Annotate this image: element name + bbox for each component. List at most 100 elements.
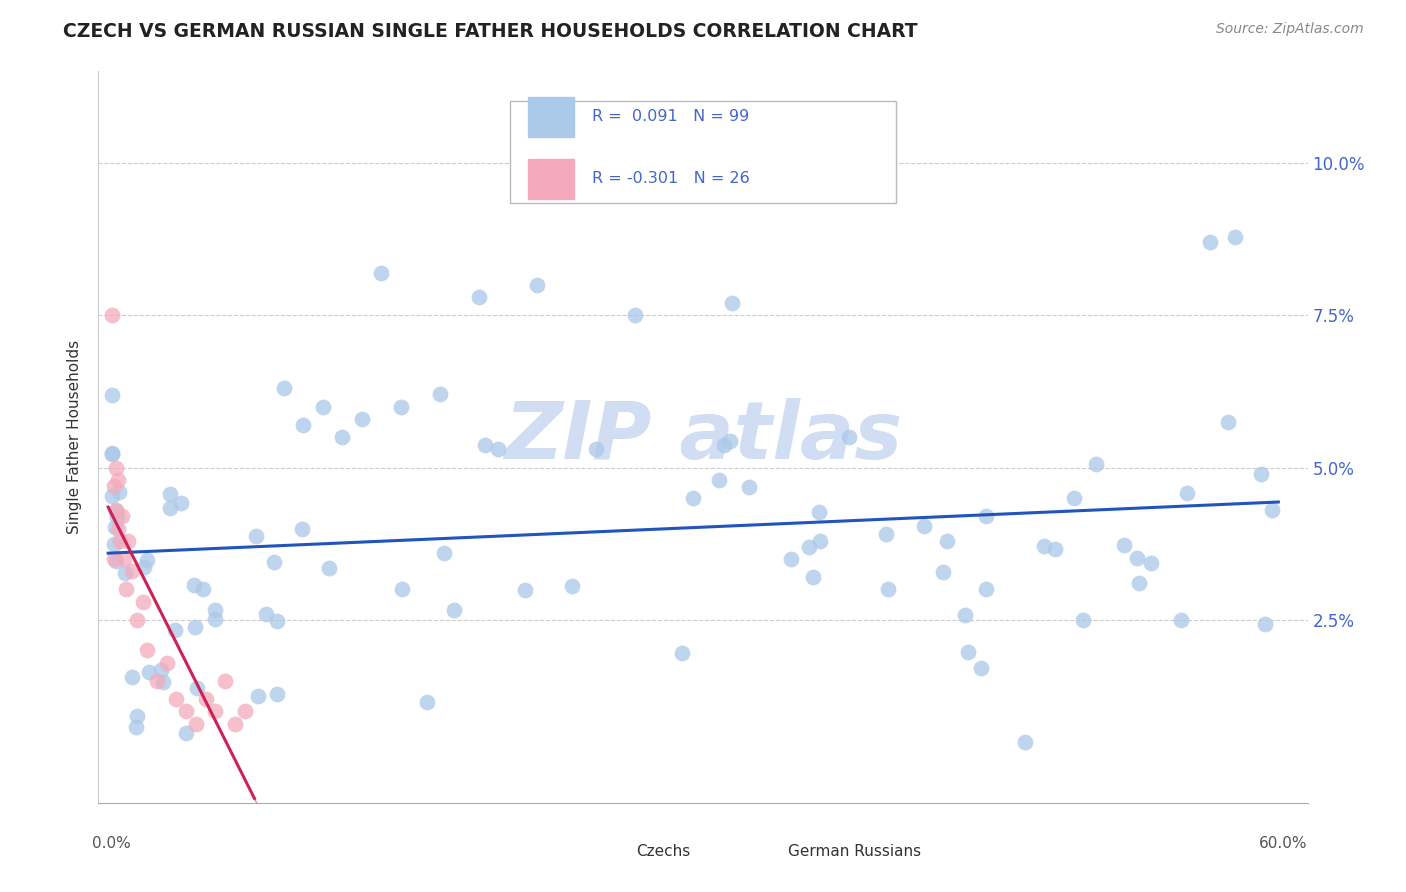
Point: [136, 643, 159, 657]
Point: [370, 266, 392, 280]
Point: [186, 681, 208, 695]
Point: [135, 553, 157, 567]
Point: [1140, 556, 1163, 570]
Point: [114, 582, 136, 597]
Point: [132, 559, 155, 574]
Point: [526, 277, 548, 292]
Point: [292, 417, 315, 432]
Point: [1043, 541, 1066, 556]
Point: [105, 504, 128, 518]
Point: [245, 529, 267, 543]
Point: [1199, 235, 1222, 249]
Point: [149, 663, 172, 677]
Point: [350, 412, 373, 426]
Text: ZIP atlas: ZIP atlas: [503, 398, 903, 476]
Point: [214, 673, 236, 688]
Point: [266, 687, 288, 701]
Point: [121, 670, 143, 684]
Point: [707, 474, 730, 488]
Point: [273, 381, 295, 395]
Point: [184, 716, 207, 731]
Point: [797, 540, 820, 554]
Point: [935, 533, 957, 548]
Point: [1126, 551, 1149, 566]
Point: [1170, 613, 1192, 627]
Point: [104, 460, 127, 475]
Point: [194, 692, 217, 706]
Point: [330, 430, 353, 444]
Point: [1175, 485, 1198, 500]
Point: [738, 480, 761, 494]
Point: [515, 582, 537, 597]
Point: [159, 486, 181, 500]
Point: [807, 505, 830, 519]
Point: [104, 503, 127, 517]
Point: [117, 533, 139, 548]
Point: [969, 661, 991, 675]
Point: [486, 442, 509, 457]
Point: [1223, 230, 1246, 244]
Point: [121, 564, 143, 578]
Point: [101, 446, 124, 460]
Point: [932, 565, 955, 579]
Bar: [595, 841, 628, 862]
FancyBboxPatch shape: [509, 101, 897, 203]
Point: [389, 400, 412, 414]
Point: [146, 673, 169, 688]
Point: [671, 646, 693, 660]
Point: [1254, 617, 1277, 632]
Point: [953, 607, 976, 622]
Point: [1250, 467, 1272, 481]
Point: [132, 594, 155, 608]
Point: [101, 447, 124, 461]
Point: [801, 570, 824, 584]
Point: [108, 485, 131, 500]
Point: [263, 555, 285, 569]
Point: [107, 473, 129, 487]
Point: [105, 509, 128, 524]
Point: [111, 509, 134, 524]
Point: [810, 534, 832, 549]
Text: 60.0%: 60.0%: [1260, 836, 1308, 851]
Point: [713, 438, 735, 452]
Point: [152, 675, 174, 690]
Point: [112, 552, 135, 566]
Point: [103, 479, 125, 493]
Point: [956, 645, 979, 659]
Point: [138, 665, 160, 679]
Point: [312, 400, 335, 414]
Point: [1071, 613, 1094, 627]
Point: [101, 387, 124, 401]
Point: [193, 582, 215, 596]
Point: [101, 489, 124, 503]
Point: [877, 582, 900, 597]
Point: [159, 500, 181, 515]
Point: [682, 491, 704, 505]
Point: [184, 620, 207, 634]
Text: Source: ZipAtlas.com: Source: ZipAtlas.com: [1216, 22, 1364, 37]
Point: [1261, 503, 1284, 517]
Point: [1218, 416, 1240, 430]
Y-axis label: Single Father Households: Single Father Households: [67, 340, 83, 534]
Point: [127, 613, 149, 627]
Point: [429, 387, 451, 401]
Point: [443, 603, 465, 617]
Point: [779, 552, 801, 566]
Point: [1084, 457, 1107, 471]
Point: [291, 522, 314, 536]
Point: [246, 689, 269, 703]
Point: [718, 434, 741, 449]
Point: [1032, 539, 1054, 553]
Text: R =  0.091   N = 99: R = 0.091 N = 99: [592, 109, 749, 124]
Point: [266, 615, 288, 629]
Point: [224, 716, 246, 731]
Point: [170, 496, 193, 510]
Point: [838, 430, 860, 444]
Point: [721, 296, 744, 310]
Point: [101, 308, 124, 322]
Point: [103, 537, 125, 551]
Point: [561, 579, 583, 593]
Point: [156, 656, 179, 670]
Bar: [527, 159, 574, 200]
Point: [974, 582, 997, 597]
